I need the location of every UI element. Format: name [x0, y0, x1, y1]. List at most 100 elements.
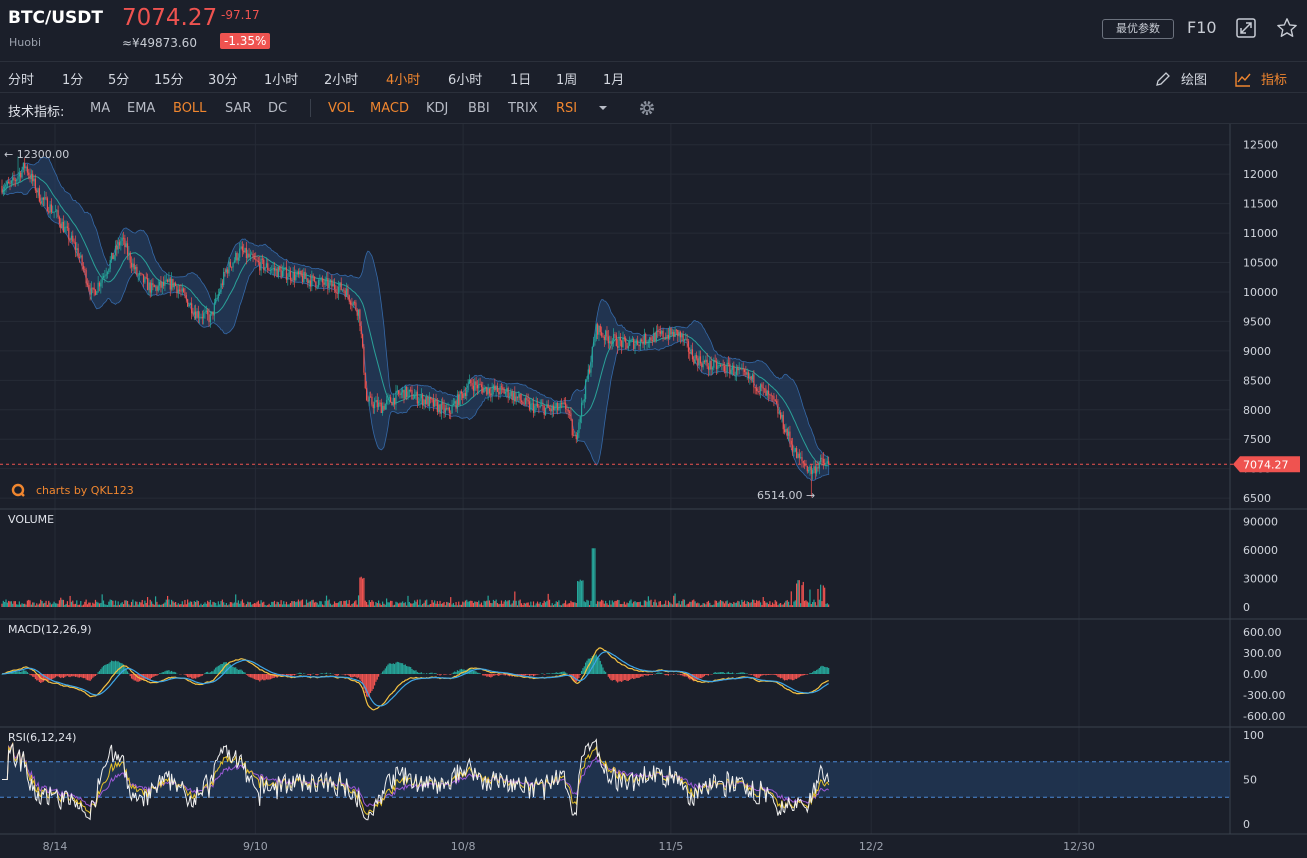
- main-indicator-toggle[interactable]: BOLL: [173, 101, 207, 116]
- macd-bar: [466, 669, 468, 674]
- pencil-icon[interactable]: [1155, 71, 1171, 87]
- macd-bar: [607, 674, 609, 677]
- sub-indicator-toggle[interactable]: BBI: [468, 101, 490, 116]
- timeframe-tab[interactable]: 4小时: [386, 73, 421, 88]
- candle-body: [305, 278, 308, 280]
- sub-indicator-toggle[interactable]: VOL: [328, 101, 355, 116]
- sub-indicator-toggle[interactable]: KDJ: [426, 101, 449, 116]
- price-axis-label: 9500: [1243, 315, 1271, 328]
- volume-bar: [363, 577, 365, 607]
- macd-bar: [125, 668, 127, 674]
- main-indicator-toggle[interactable]: DC: [268, 101, 288, 116]
- main-indicator-toggle[interactable]: EMA: [127, 101, 156, 116]
- candle-body: [699, 356, 702, 364]
- indicator-chart-icon[interactable]: [1235, 71, 1251, 87]
- candle-body: [798, 453, 800, 458]
- macd-bar: [543, 674, 545, 675]
- candle-body: [649, 337, 651, 343]
- candle-body: [432, 399, 434, 407]
- candle-body: [299, 270, 301, 275]
- volume-bar: [279, 604, 281, 607]
- volume-bar: [168, 599, 170, 607]
- macd-bar: [738, 672, 740, 674]
- candle-body: [737, 367, 739, 371]
- volume-bar: [320, 601, 322, 607]
- candle-body: [747, 372, 750, 379]
- candle-body: [642, 341, 644, 345]
- timeframe-tab[interactable]: 分时: [8, 73, 35, 88]
- macd-bar: [361, 674, 364, 684]
- timeframe-tab[interactable]: 1日: [510, 73, 532, 88]
- macd-bar: [721, 672, 723, 674]
- candle-body: [320, 278, 322, 280]
- volume-bar: [534, 605, 536, 607]
- volume-bar: [679, 604, 682, 607]
- volume-bar: [88, 602, 90, 607]
- candle-body: [5, 185, 7, 189]
- f10-button[interactable]: F10: [1187, 18, 1217, 37]
- sub-indicator-toggle[interactable]: MACD: [370, 101, 409, 116]
- candle-body: [70, 235, 73, 240]
- volume-bar: [822, 585, 824, 607]
- volume-bar: [37, 604, 39, 607]
- volume-bar: [148, 605, 150, 607]
- candle-body: [607, 336, 609, 344]
- star-icon[interactable]: [1276, 17, 1298, 39]
- volume-bar: [479, 604, 481, 607]
- draw-tools-button[interactable]: 绘图: [1181, 73, 1208, 88]
- timeframe-tab[interactable]: 15分: [154, 73, 184, 88]
- timeframe-tab[interactable]: 5分: [108, 73, 130, 88]
- macd-bar: [175, 672, 177, 674]
- candle-body: [694, 355, 696, 364]
- sub-indicator-toggle[interactable]: RSI: [556, 101, 578, 116]
- fullscreen-icon[interactable]: [1236, 18, 1256, 38]
- chevron-down-icon[interactable]: [597, 102, 609, 114]
- volume-bar: [810, 604, 812, 607]
- volume-bar: [783, 602, 786, 607]
- gear-icon[interactable]: [638, 99, 656, 117]
- timeframe-tab[interactable]: 1周: [556, 73, 578, 88]
- volume-bar: [630, 599, 632, 607]
- volume-bar: [327, 600, 329, 607]
- main-indicator-toggle[interactable]: SAR: [225, 101, 252, 116]
- volume-bar: [379, 603, 381, 607]
- macd-bar: [536, 674, 539, 675]
- volume-bar: [714, 600, 716, 607]
- candle-body: [221, 283, 223, 286]
- macd-bar: [140, 674, 142, 681]
- volume-bar: [575, 602, 577, 607]
- volume-bar: [645, 600, 647, 607]
- pair-name[interactable]: BTC/USDT: [8, 8, 103, 28]
- candle-body: [463, 392, 465, 398]
- macd-bar: [396, 661, 398, 674]
- macd-bar: [518, 674, 520, 676]
- timeframe-tab[interactable]: 1小时: [264, 73, 299, 88]
- macd-bar: [531, 674, 533, 676]
- sub-indicator-toggle[interactable]: TRIX: [508, 101, 538, 116]
- candle-body: [601, 332, 603, 336]
- volume-bar: [670, 603, 672, 607]
- candle-body: [548, 408, 551, 409]
- timeframe-tab[interactable]: 30分: [208, 73, 238, 88]
- volume-bar: [213, 602, 215, 607]
- volume-bar: [154, 596, 157, 607]
- chart-area[interactable]: 1250012000115001100010500100009500900085…: [0, 124, 1307, 858]
- main-indicator-toggle[interactable]: MA: [90, 101, 111, 116]
- price-axis-label: 11000: [1243, 227, 1278, 240]
- candle-body: [566, 408, 568, 410]
- candle-body: [625, 338, 627, 343]
- timeframe-tab[interactable]: 2小时: [324, 73, 359, 88]
- macd-bar: [321, 673, 324, 674]
- optimal-params-button[interactable]: 最优参数: [1102, 19, 1174, 39]
- timeframe-tab[interactable]: 1月: [603, 73, 625, 88]
- volume-bar: [490, 603, 492, 607]
- candle-body: [555, 402, 557, 408]
- candle-body: [657, 330, 659, 332]
- timeframe-tab[interactable]: 1分: [62, 73, 84, 88]
- volume-bar: [122, 604, 125, 607]
- candle-body: [523, 403, 525, 405]
- candle-body: [172, 278, 174, 288]
- timeframe-tab[interactable]: 6小时: [448, 73, 483, 88]
- indicators-button[interactable]: 指标: [1261, 73, 1288, 88]
- volume-bar: [287, 604, 289, 607]
